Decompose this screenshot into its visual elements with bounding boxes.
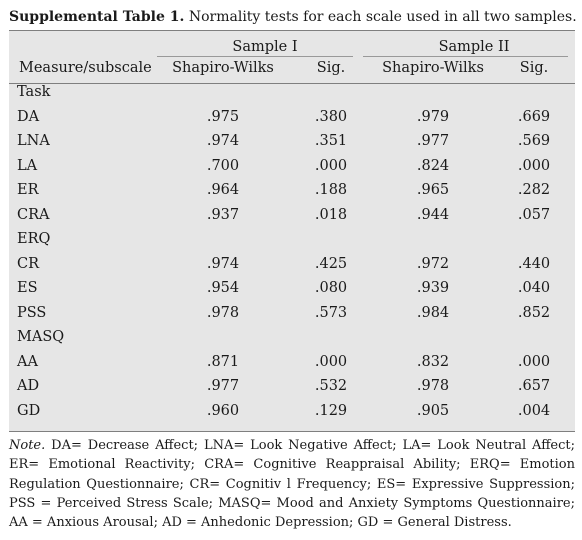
sample-2-shapiro-value: .939 <box>416 280 450 297</box>
sample-2-shapiro-value: .965 <box>416 182 450 199</box>
sample-1-sig-value: .018 <box>314 206 348 223</box>
normality-table: Sample I Sample II Measure/subscale Shap… <box>9 30 575 423</box>
sample-2-shapiro-header: Shapiro-Wilks <box>382 59 484 76</box>
empty-header-cell <box>9 30 157 55</box>
table-row: PSS .978 .573 .984 .852 <box>9 301 575 326</box>
sample-1-shapiro-value: .937 <box>206 206 240 223</box>
row-label: ER <box>17 182 39 199</box>
sample-2-sig-value: .669 <box>517 108 551 125</box>
table-row: GD .960 .129 .905 .004 <box>9 399 575 424</box>
row-label: CRA <box>17 206 50 223</box>
bottom-rule <box>9 431 575 432</box>
row-label: CR <box>17 255 40 272</box>
sample-2-sig-value: .569 <box>517 133 551 150</box>
sample-2-sig-value: .000 <box>517 353 551 370</box>
row-label: DA <box>17 108 40 125</box>
row-label: ES <box>17 280 38 297</box>
sample-2-sig-value: .282 <box>517 182 551 199</box>
sample-1-shapiro-value: .974 <box>206 255 240 272</box>
caption-text: Normality tests for each scale used in a… <box>188 9 577 25</box>
sample-2-sig-value: .657 <box>517 378 551 395</box>
sample-1-header: Sample I <box>232 39 298 55</box>
measure-column-header: Measure/subscale <box>19 59 152 76</box>
note-label: Note. <box>9 438 46 453</box>
group-row: MASQ <box>9 325 575 350</box>
sample-header-row: Sample I Sample II <box>9 30 575 55</box>
table-row: LNA .974 .351 .977 .569 <box>9 129 575 154</box>
sample-1-shapiro-header: Shapiro-Wilks <box>172 59 274 76</box>
note-text: DA= Decrease Affect; LNA= Look Negative … <box>9 438 576 531</box>
sample-1-sig-value: .000 <box>314 353 348 370</box>
table-row: ES .954 .080 .939 .040 <box>9 276 575 301</box>
sample-2-sig-value: .440 <box>517 255 551 272</box>
sample-2-sig-value: .852 <box>517 304 551 321</box>
table-note: Note. DA= Decrease Affect; LNA= Look Neg… <box>9 436 575 532</box>
table-panel: Sample I Sample II Measure/subscale Shap… <box>9 30 575 432</box>
sample-2-shapiro-value: .984 <box>416 304 450 321</box>
sample-2-shapiro-value: .977 <box>416 133 450 150</box>
table-row: DA .975 .380 .979 .669 <box>9 105 575 130</box>
sample-1-sig-value: .129 <box>314 402 348 419</box>
sample-2-sig-value: .057 <box>517 206 551 223</box>
column-header-row: Measure/subscale Shapiro-Wilks Sig. Shap… <box>9 55 575 80</box>
row-label: GD <box>17 402 41 419</box>
sample-2-sig-value: .004 <box>517 402 551 419</box>
sample-2-sig-value: .040 <box>517 280 551 297</box>
sample-1-sig-value: .080 <box>314 280 348 297</box>
sample-2-shapiro-value: .978 <box>416 378 450 395</box>
sample-1-shapiro-value: .978 <box>206 304 240 321</box>
sample-2-sig-value: .000 <box>517 157 551 174</box>
sample-2-shapiro-value: .832 <box>416 353 450 370</box>
table-row: CR .974 .425 .972 .440 <box>9 252 575 277</box>
sample-1-shapiro-value: .700 <box>206 157 240 174</box>
sample-1-sig-value: .380 <box>314 108 348 125</box>
row-label: LA <box>17 157 38 174</box>
row-label: AA <box>17 353 38 370</box>
sample-2-shapiro-value: .972 <box>416 255 450 272</box>
sample-1-shapiro-value: .871 <box>206 353 240 370</box>
row-label: AD <box>17 378 40 395</box>
sample-1-shapiro-value: .975 <box>206 108 240 125</box>
table-caption: Supplemental Table 1. Normality tests fo… <box>9 8 577 26</box>
sample-1-shapiro-value: .964 <box>206 182 240 199</box>
group-label: MASQ <box>17 329 65 346</box>
table-row: AA .871 .000 .832 .000 <box>9 350 575 375</box>
sample-1-shapiro-value: .974 <box>206 133 240 150</box>
sample-1-sig-value: .000 <box>314 157 348 174</box>
group-row: ERQ <box>9 227 575 252</box>
sample-2-underline <box>363 56 568 57</box>
sample-2-shapiro-value: .979 <box>416 108 450 125</box>
sample-1-sig-header: Sig. <box>316 59 346 76</box>
header-rule <box>9 83 575 84</box>
sample-1-shapiro-value: .977 <box>206 378 240 395</box>
group-row: Task <box>9 80 575 105</box>
sample-1-sig-value: .573 <box>314 304 348 321</box>
sample-1-sig-value: .351 <box>314 133 348 150</box>
table-row: AD .977 .532 .978 .657 <box>9 374 575 399</box>
sample-1-sig-value: .188 <box>314 182 348 199</box>
group-label: ERQ <box>17 231 51 248</box>
row-label: PSS <box>17 304 47 321</box>
table-row: ER .964 .188 .965 .282 <box>9 178 575 203</box>
row-label: LNA <box>17 133 50 150</box>
sample-2-header: Sample II <box>438 39 510 55</box>
sample-2-sig-header: Sig. <box>519 59 549 76</box>
sample-2-shapiro-value: .905 <box>416 402 450 419</box>
table-row: LA .700 .000 .824 .000 <box>9 154 575 179</box>
sample-1-shapiro-value: .960 <box>206 402 240 419</box>
sample-1-underline <box>157 56 353 57</box>
sample-2-shapiro-value: .824 <box>416 157 450 174</box>
table-row: CRA .937 .018 .944 .057 <box>9 203 575 228</box>
sample-1-shapiro-value: .954 <box>206 280 240 297</box>
caption-label: Supplemental Table 1. <box>9 9 185 25</box>
sample-1-sig-value: .425 <box>314 255 348 272</box>
sample-1-sig-value: .532 <box>314 378 348 395</box>
top-rule <box>9 30 575 31</box>
group-label: Task <box>17 84 51 101</box>
sample-2-shapiro-value: .944 <box>416 206 450 223</box>
